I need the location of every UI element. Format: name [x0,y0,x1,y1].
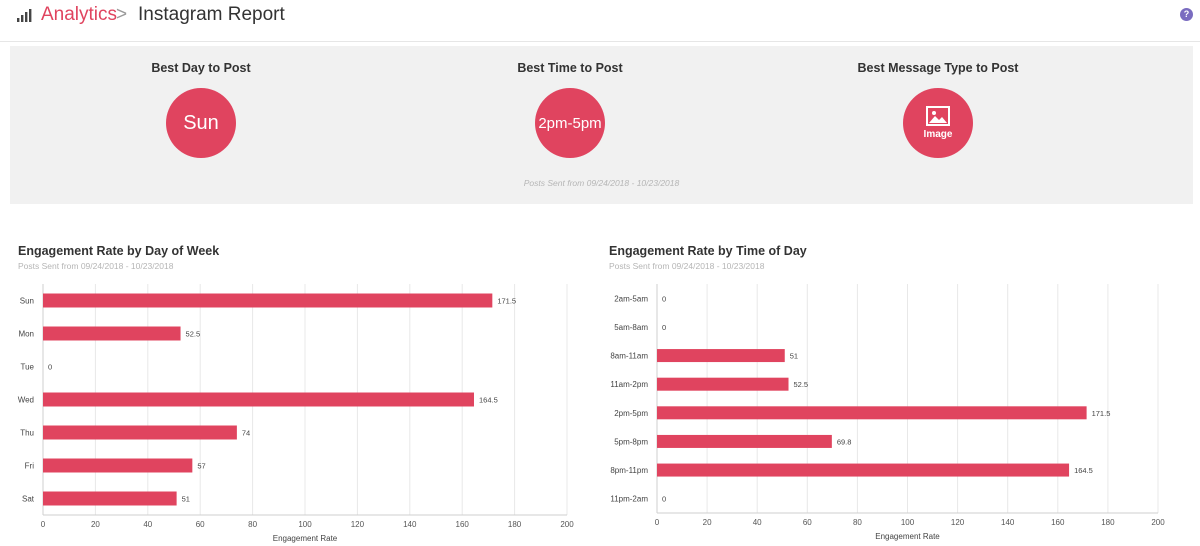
x-tick-label: 140 [403,520,417,529]
bar[interactable] [657,463,1070,477]
x-tick-label: 20 [703,518,712,527]
bar[interactable] [657,434,832,448]
bar-value-label: 0 [48,363,52,372]
bar[interactable] [43,326,181,341]
best-day-badge: Sun [166,88,236,158]
best-day-value: Sun [183,111,219,134]
category-label: Mon [18,330,34,339]
bar-value-label: 0 [662,323,666,332]
x-tick-label: 180 [1101,518,1115,527]
category-label: Wed [18,396,34,405]
engagement-by-time-chart: 0 20 40 60 80 100 120 140 160 180 200 2am-5am 0 5am-8… [610,284,1165,541]
bar-value-label: 0 [662,294,666,303]
analytics-bars-icon [17,9,32,22]
summary-date-range: Posts Sent from 09/24/2018 - 10/23/2018 [523,178,680,188]
x-tick-label: 140 [1001,518,1015,527]
category-label: 11pm-2am [610,495,648,504]
bar-value-label: 52.5 [794,380,809,389]
best-time-badge: 2pm-5pm [535,88,605,158]
bar-value-label: 51 [182,495,190,504]
x-tick-label: 40 [753,518,762,527]
best-type-value: Image [923,129,953,140]
bar-value-label: 51 [790,352,798,361]
bar-value-label: 171.5 [1092,409,1111,418]
category-label: Fri [25,462,35,471]
x-tick-label: 100 [901,518,915,527]
x-tick-label: 0 [655,518,660,527]
bar[interactable] [43,392,474,407]
bar[interactable] [657,406,1087,420]
help-icon[interactable]: ? [1180,8,1193,21]
image-icon [926,106,950,126]
x-axis-title: Engagement Rate [875,532,940,541]
best-type-badge: Image [903,88,973,158]
bar-value-label: 69.8 [837,437,852,446]
bar[interactable] [43,491,177,506]
bar-value-label: 74 [242,429,250,438]
time-chart-title: Engagement Rate by Time of Day [609,244,807,258]
category-label: 2am-5am [614,294,648,303]
x-tick-label: 160 [456,520,470,529]
category-label: 8am-11am [610,352,648,361]
time-chart-subtitle: Posts Sent from 09/24/2018 - 10/23/2018 [609,261,765,271]
x-tick-label: 60 [196,520,205,529]
best-day-label: Best Day to Post [151,61,251,75]
x-tick-label: 20 [91,520,100,529]
bar-value-label: 164.5 [479,396,498,405]
bar-value-label: 171.5 [497,297,516,306]
best-type-label: Best Message Type to Post [857,61,1019,75]
bar-value-label: 0 [662,495,666,504]
top-header: Analytics > Instagram Report ? [0,0,1200,42]
x-tick-label: 180 [508,520,522,529]
bar-value-label: 52.5 [186,330,201,339]
bar[interactable] [43,425,237,440]
category-label: Thu [20,429,34,438]
bar[interactable] [43,458,193,473]
category-label: Tue [21,363,35,372]
x-tick-label: 120 [351,520,365,529]
bar[interactable] [43,293,493,308]
category-label: 11am-2pm [610,380,648,389]
category-label: 2pm-5pm [614,409,648,418]
best-time-value: 2pm-5pm [538,114,602,132]
category-label: Sun [20,297,34,306]
x-tick-label: 160 [1051,518,1065,527]
bar-value-label: 164.5 [1074,466,1093,475]
category-label: 5pm-8pm [614,437,648,446]
x-tick-label: 80 [248,520,257,529]
engagement-by-day-chart: 0 20 40 60 80 100 120 140 160 180 200 Sun 171.5 Mon 52… [18,284,574,543]
breadcrumb-analytics-link[interactable]: Analytics [41,4,118,25]
x-tick-label: 40 [143,520,152,529]
x-axis-title: Engagement Rate [273,534,338,543]
x-tick-label: 80 [853,518,862,527]
x-tick-label: 100 [298,520,312,529]
chevron-right-icon: > [116,4,128,25]
best-time-label: Best Time to Post [517,61,623,75]
bar[interactable] [657,349,785,363]
bar-value-label: 57 [197,462,205,471]
page-title: Instagram Report [138,4,285,25]
category-label: 8pm-11pm [610,466,648,475]
category-label: 5am-8am [614,323,648,332]
best-posting-summary: Best Day to Post Sun Best Time to Post 2… [10,46,1193,204]
category-label: Sat [22,495,35,504]
x-tick-label: 60 [803,518,812,527]
x-tick-label: 0 [41,520,46,529]
x-tick-label: 200 [560,520,574,529]
bar[interactable] [657,377,789,391]
day-chart-subtitle: Posts Sent from 09/24/2018 - 10/23/2018 [18,261,174,271]
x-tick-label: 200 [1151,518,1165,527]
day-chart-title: Engagement Rate by Day of Week [18,244,220,258]
x-tick-label: 120 [951,518,965,527]
